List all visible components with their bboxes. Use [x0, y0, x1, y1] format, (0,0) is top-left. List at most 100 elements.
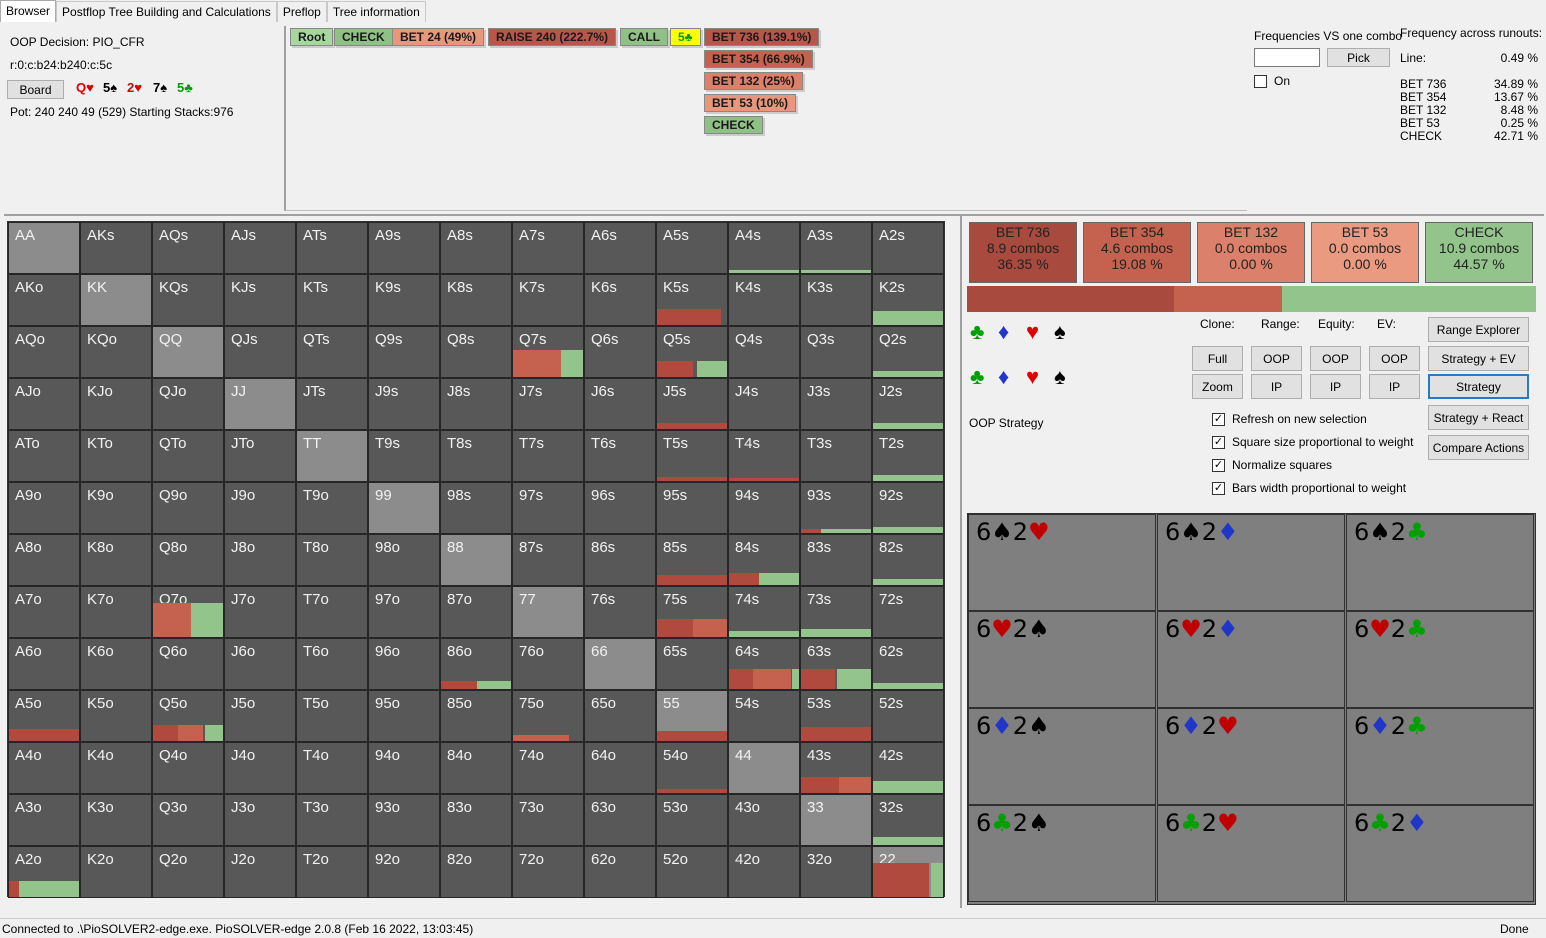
combo-cell[interactable]: 6♦2♠ [968, 708, 1156, 805]
hand-cell[interactable]: T2s [872, 430, 944, 482]
tree-node[interactable]: BET 24 (49%) [392, 28, 485, 46]
hand-cell[interactable]: T8s [440, 430, 512, 482]
hand-cell[interactable]: QQ [152, 326, 224, 378]
hand-cell[interactable]: K5s [656, 274, 728, 326]
combo-cell[interactable]: 6♦2♥ [1157, 708, 1345, 805]
hand-cell[interactable]: AQs [152, 222, 224, 274]
compare-actions-button[interactable]: Compare Actions [1428, 435, 1529, 460]
hand-cell[interactable]: Q8o [152, 534, 224, 586]
hand-cell[interactable]: 55 [656, 690, 728, 742]
hand-cell[interactable]: J2o [224, 846, 296, 898]
tree-node[interactable]: 5♣ [670, 28, 701, 46]
hand-cell[interactable]: J9s [368, 378, 440, 430]
hand-cell[interactable]: J5s [656, 378, 728, 430]
tree-child-node[interactable]: BET 53 (10%) [704, 94, 797, 112]
hand-cell[interactable]: QJo [152, 378, 224, 430]
hand-cell[interactable]: Q2s [872, 326, 944, 378]
hand-cell[interactable]: 92s [872, 482, 944, 534]
on-checkbox[interactable]: On [1254, 74, 1290, 88]
suit-filter-icon[interactable]: ♣ [970, 364, 985, 389]
hand-cell[interactable]: 33 [800, 794, 872, 846]
hand-cell[interactable]: QTs [296, 326, 368, 378]
on-checkbox-box[interactable] [1254, 74, 1267, 88]
suit-filter-icon[interactable]: ♦ [998, 364, 1010, 389]
hand-cell[interactable]: JJ [224, 378, 296, 430]
hand-cell[interactable]: 88 [440, 534, 512, 586]
hand-cell[interactable]: T7s [512, 430, 584, 482]
hand-cell[interactable]: 74s [728, 586, 800, 638]
hand-cell[interactable]: AA [8, 222, 80, 274]
hand-cell[interactable]: 97s [512, 482, 584, 534]
hand-cell[interactable]: 75o [512, 690, 584, 742]
suit-filter-icon[interactable]: ♠ [1054, 364, 1066, 389]
combo-cell[interactable]: 6♠2♣ [1346, 514, 1534, 611]
hand-cell[interactable]: T5s [656, 430, 728, 482]
hand-cell[interactable]: Q7s [512, 326, 584, 378]
hand-cell[interactable]: T9s [368, 430, 440, 482]
tree-child-node[interactable]: BET 736 (139.1%) [704, 28, 820, 46]
range-oop-button[interactable]: OOP [1251, 346, 1302, 371]
hand-cell[interactable]: Q2o [152, 846, 224, 898]
hand-cell[interactable]: J3o [224, 794, 296, 846]
tab-postflop-tree[interactable]: Postflop Tree Building and Calculations [56, 1, 277, 22]
hand-cell[interactable]: KTo [80, 430, 152, 482]
tree-node[interactable]: CALL [620, 28, 668, 46]
hand-cell[interactable]: AKo [8, 274, 80, 326]
hand-cell[interactable]: J4o [224, 742, 296, 794]
hand-cell[interactable]: 97o [368, 586, 440, 638]
hand-cell[interactable]: QTo [152, 430, 224, 482]
hand-cell[interactable]: J9o [224, 482, 296, 534]
hand-cell[interactable]: J8o [224, 534, 296, 586]
hand-cell[interactable]: 86o [440, 638, 512, 690]
hand-cell[interactable]: K6o [80, 638, 152, 690]
strategy-ev-button[interactable]: Strategy + EV [1428, 346, 1529, 371]
hand-cell[interactable]: 62o [584, 846, 656, 898]
hand-cell[interactable]: K2o [80, 846, 152, 898]
hand-cell[interactable]: T5o [296, 690, 368, 742]
hand-cell[interactable]: 52s [872, 690, 944, 742]
hand-cell[interactable]: A2o [8, 846, 80, 898]
hand-cell[interactable]: A6o [8, 638, 80, 690]
tree-child-node[interactable]: CHECK [704, 116, 763, 134]
tab-browser[interactable]: Browser [0, 0, 57, 22]
hand-cell[interactable]: J7o [224, 586, 296, 638]
equity-ip-button[interactable]: IP [1310, 374, 1361, 399]
hand-cell[interactable]: 63o [584, 794, 656, 846]
hand-cell[interactable]: 64s [728, 638, 800, 690]
hand-cell[interactable]: T3o [296, 794, 368, 846]
hand-cell[interactable]: 76o [512, 638, 584, 690]
hand-cell[interactable]: T6o [296, 638, 368, 690]
hand-cell[interactable]: Q5o [152, 690, 224, 742]
pick-button[interactable]: Pick [1327, 48, 1390, 67]
hand-cell[interactable]: KJs [224, 274, 296, 326]
tree-child-node[interactable]: BET 132 (25%) [704, 72, 803, 90]
hand-cell[interactable]: A5s [656, 222, 728, 274]
hand-cell[interactable]: A4s [728, 222, 800, 274]
hand-cell[interactable]: 75s [656, 586, 728, 638]
tab-preflop[interactable]: Preflop [276, 1, 327, 22]
tree-node[interactable]: CHECK [334, 28, 393, 46]
hand-cell[interactable]: A7s [512, 222, 584, 274]
normalize-checkbox-box[interactable]: ✓ [1212, 458, 1225, 472]
hand-cell[interactable]: 85s [656, 534, 728, 586]
hand-cell[interactable]: Q4o [152, 742, 224, 794]
hand-cell[interactable]: 85o [440, 690, 512, 742]
hand-cell[interactable]: J6s [584, 378, 656, 430]
hand-cell[interactable]: Q8s [440, 326, 512, 378]
combo-cell[interactable]: 6♣2♦ [1346, 805, 1534, 902]
hand-cell[interactable]: K8o [80, 534, 152, 586]
hand-cell[interactable]: 54s [728, 690, 800, 742]
hand-cell[interactable]: 62s [872, 638, 944, 690]
hand-cell[interactable]: 93o [368, 794, 440, 846]
hand-cell[interactable]: 42s [872, 742, 944, 794]
hand-cell[interactable]: 86s [584, 534, 656, 586]
hand-cell[interactable]: K4s [728, 274, 800, 326]
tree-node[interactable]: RAISE 240 (222.7%) [488, 28, 617, 46]
hand-cell[interactable]: 65s [656, 638, 728, 690]
hand-cell[interactable]: Q7o [152, 586, 224, 638]
combo-cell[interactable]: 6♥2♠ [968, 611, 1156, 708]
hand-cell[interactable]: 72o [512, 846, 584, 898]
hand-cell[interactable]: KQs [152, 274, 224, 326]
hand-cell[interactable]: Q9s [368, 326, 440, 378]
hand-cell[interactable]: 92o [368, 846, 440, 898]
